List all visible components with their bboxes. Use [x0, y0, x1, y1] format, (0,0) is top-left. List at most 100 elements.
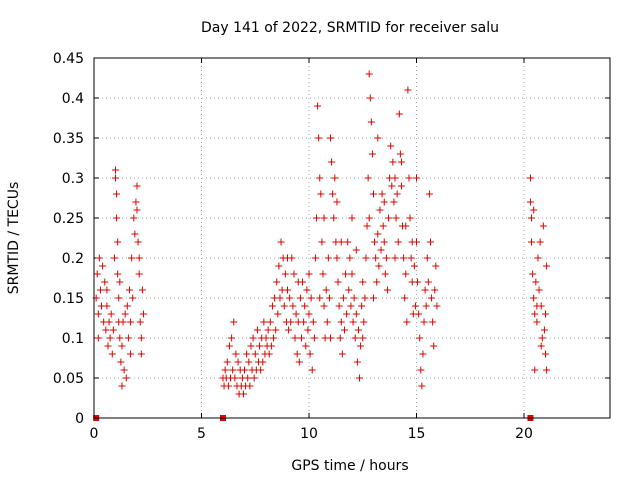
data-point — [225, 342, 233, 350]
grid-lines — [94, 58, 610, 418]
data-point — [103, 286, 111, 294]
data-point — [343, 310, 351, 318]
data-point — [135, 270, 143, 278]
data-point — [540, 326, 548, 334]
y-tick-label: 0.05 — [53, 371, 84, 387]
data-point — [531, 310, 539, 318]
data-point — [134, 238, 142, 246]
data-point — [277, 238, 285, 246]
chart-title: Day 141 of 2022, SRMTID for receiver sal… — [201, 20, 499, 36]
data-point — [115, 294, 123, 302]
y-tick-label: 0.25 — [53, 211, 84, 227]
data-point — [268, 302, 276, 310]
data-point — [303, 286, 311, 294]
data-point — [315, 134, 323, 142]
data-point — [124, 334, 132, 342]
data-point — [247, 342, 255, 350]
data-point — [94, 334, 102, 342]
data-point — [133, 206, 141, 214]
data-point — [108, 350, 116, 358]
axis-ticks: 0 5 10 15 20 0 0.05 0.1 0.15 0.2 0.25 0.3 0.35 0.4 0.4… — [53, 51, 610, 442]
data-point — [415, 310, 423, 318]
data-point — [528, 238, 536, 246]
data-point — [333, 254, 341, 262]
data-point — [388, 182, 396, 190]
data-point — [391, 174, 399, 182]
data-point — [96, 286, 104, 294]
data-point — [307, 294, 315, 302]
data-point — [375, 262, 383, 270]
data-point — [327, 134, 334, 142]
data-point — [223, 358, 231, 366]
data-point — [530, 294, 538, 302]
data-point — [366, 94, 374, 102]
data-point — [374, 230, 382, 238]
data-point — [382, 254, 390, 262]
data-point — [105, 318, 113, 326]
data-point — [396, 150, 404, 158]
data-point — [432, 262, 440, 270]
data-point — [104, 342, 112, 350]
data-point — [364, 174, 372, 182]
data-point — [302, 342, 310, 350]
data-point — [251, 350, 259, 358]
data-point — [266, 318, 274, 326]
data-point — [354, 326, 362, 334]
data-point — [371, 238, 379, 246]
data-point — [121, 310, 129, 318]
data-point — [118, 382, 126, 390]
data-point — [296, 294, 304, 302]
data-point — [536, 238, 544, 246]
data-point — [139, 310, 147, 318]
data-point — [356, 374, 364, 382]
data-point — [543, 262, 551, 270]
y-tick-label: 0.4 — [62, 91, 84, 107]
data-point — [287, 318, 295, 326]
data-point — [319, 270, 327, 278]
data-point — [529, 270, 537, 278]
data-point — [397, 158, 405, 166]
data-point — [335, 302, 343, 310]
data-point — [314, 102, 322, 110]
data-point — [113, 190, 121, 198]
data-point — [95, 254, 103, 262]
data-point — [365, 214, 373, 222]
data-point — [390, 198, 398, 206]
data-point — [230, 318, 238, 326]
data-point — [378, 190, 386, 198]
data-point — [393, 190, 401, 198]
data-point — [260, 318, 268, 326]
data-point — [380, 198, 388, 206]
data-point — [433, 302, 441, 310]
data-point — [106, 334, 114, 342]
data-point — [102, 326, 110, 334]
data-point — [112, 174, 119, 182]
data-point — [372, 254, 380, 262]
data-point — [93, 270, 101, 278]
data-points — [92, 70, 551, 421]
data-point — [256, 342, 264, 350]
data-point — [367, 118, 375, 126]
data-point — [304, 326, 312, 334]
x-tick-label: 10 — [300, 426, 318, 442]
data-point — [137, 350, 145, 358]
data-point — [423, 254, 431, 262]
data-point — [534, 254, 542, 262]
data-point — [259, 358, 267, 366]
data-point — [337, 238, 345, 246]
data-point — [327, 334, 334, 342]
data-point — [110, 254, 118, 262]
data-point — [351, 334, 359, 342]
x-tick-label: 0 — [90, 426, 99, 442]
data-point — [103, 302, 111, 310]
data-point — [244, 374, 252, 382]
data-point — [322, 286, 330, 294]
data-point — [272, 326, 280, 334]
data-point — [311, 254, 319, 262]
data-point — [122, 374, 130, 382]
data-point — [138, 286, 146, 294]
data-point — [308, 366, 316, 374]
data-point — [131, 230, 139, 238]
data-point — [379, 222, 387, 230]
data-point — [245, 358, 253, 366]
